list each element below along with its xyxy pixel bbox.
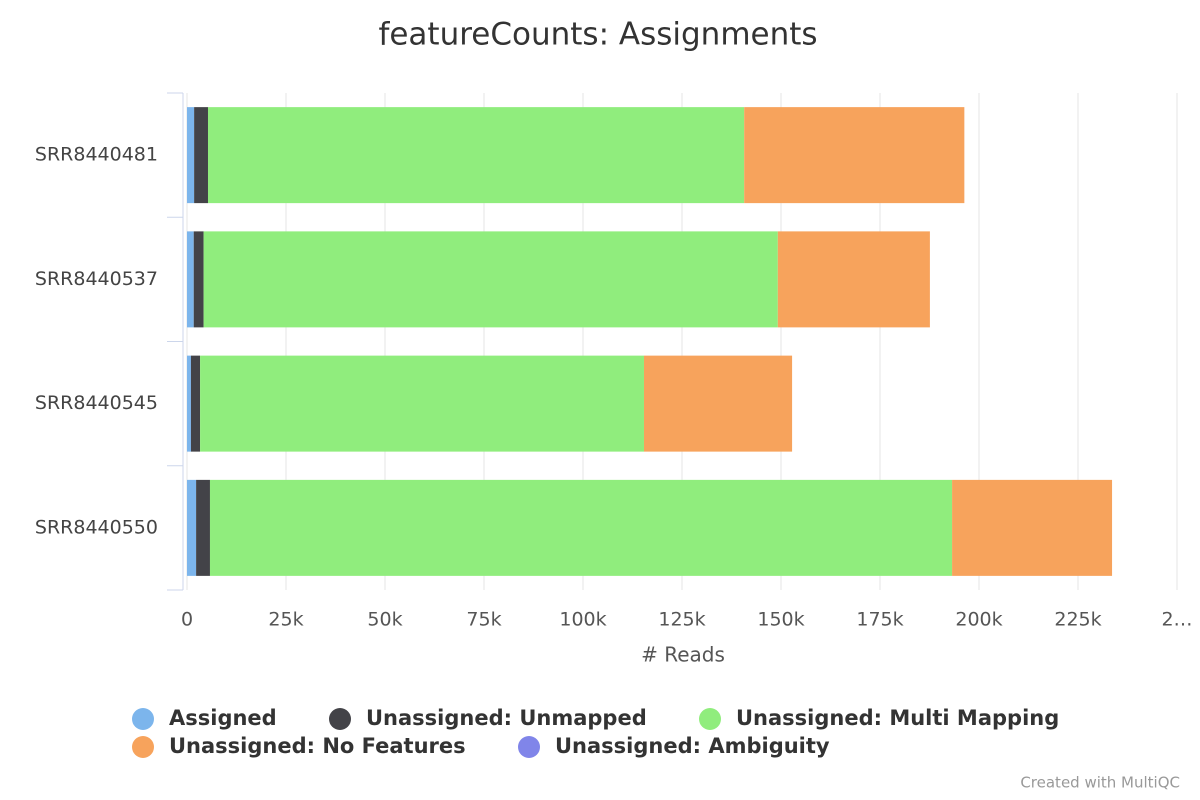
bar-segment xyxy=(200,355,644,452)
x-tick-label: 200k xyxy=(955,609,1002,631)
legend-marker xyxy=(699,708,721,730)
legend-label: Unassigned: Multi Mapping xyxy=(736,706,1059,730)
x-tick-label: 2… xyxy=(1161,609,1192,631)
credits: Created with MultiQC xyxy=(1020,774,1180,792)
legend-label: Assigned xyxy=(169,706,277,730)
legend-marker xyxy=(518,736,540,758)
bar-segment xyxy=(194,107,208,204)
y-tick-label: SRR8440545 xyxy=(35,392,158,414)
bar-segment xyxy=(190,355,201,452)
legend-marker xyxy=(329,708,351,730)
bar-segment xyxy=(952,479,1113,576)
bar-segment xyxy=(187,231,194,328)
y-tick-label: SRR8440481 xyxy=(35,144,158,166)
x-tick-label: 50k xyxy=(367,609,402,631)
bar-segment xyxy=(209,479,953,576)
bar-segment xyxy=(187,355,191,452)
bar-segment xyxy=(187,107,195,204)
bar-segment xyxy=(193,231,204,328)
y-tick-label: SRR8440550 xyxy=(35,516,158,538)
x-tick-label: 125k xyxy=(658,609,705,631)
bar-segment xyxy=(203,231,778,328)
legend-marker xyxy=(132,708,154,730)
legend-label: Unassigned: Ambiguity xyxy=(555,734,830,758)
bar-segment xyxy=(196,479,210,576)
bar-segment xyxy=(777,231,930,328)
y-tick-label: SRR8440537 xyxy=(35,268,158,290)
bar-segment xyxy=(187,479,197,576)
x-axis-title: # Reads xyxy=(641,643,725,667)
x-tick-label: 75k xyxy=(466,609,501,631)
chart-title: featureCounts: Assignments xyxy=(378,17,817,53)
x-tick-label: 225k xyxy=(1054,609,1101,631)
x-tick-label: 0 xyxy=(181,609,193,631)
legend-marker xyxy=(132,736,154,758)
legend-label: Unassigned: Unmapped xyxy=(366,706,647,730)
x-tick-label: 100k xyxy=(559,609,606,631)
bar-segment xyxy=(744,107,965,204)
x-tick-label: 25k xyxy=(268,609,303,631)
bar-segment xyxy=(207,107,745,204)
legend-label: Unassigned: No Features xyxy=(169,734,466,758)
bar-segment xyxy=(643,355,793,452)
x-tick-label: 175k xyxy=(856,609,903,631)
x-tick-label: 150k xyxy=(757,609,804,631)
